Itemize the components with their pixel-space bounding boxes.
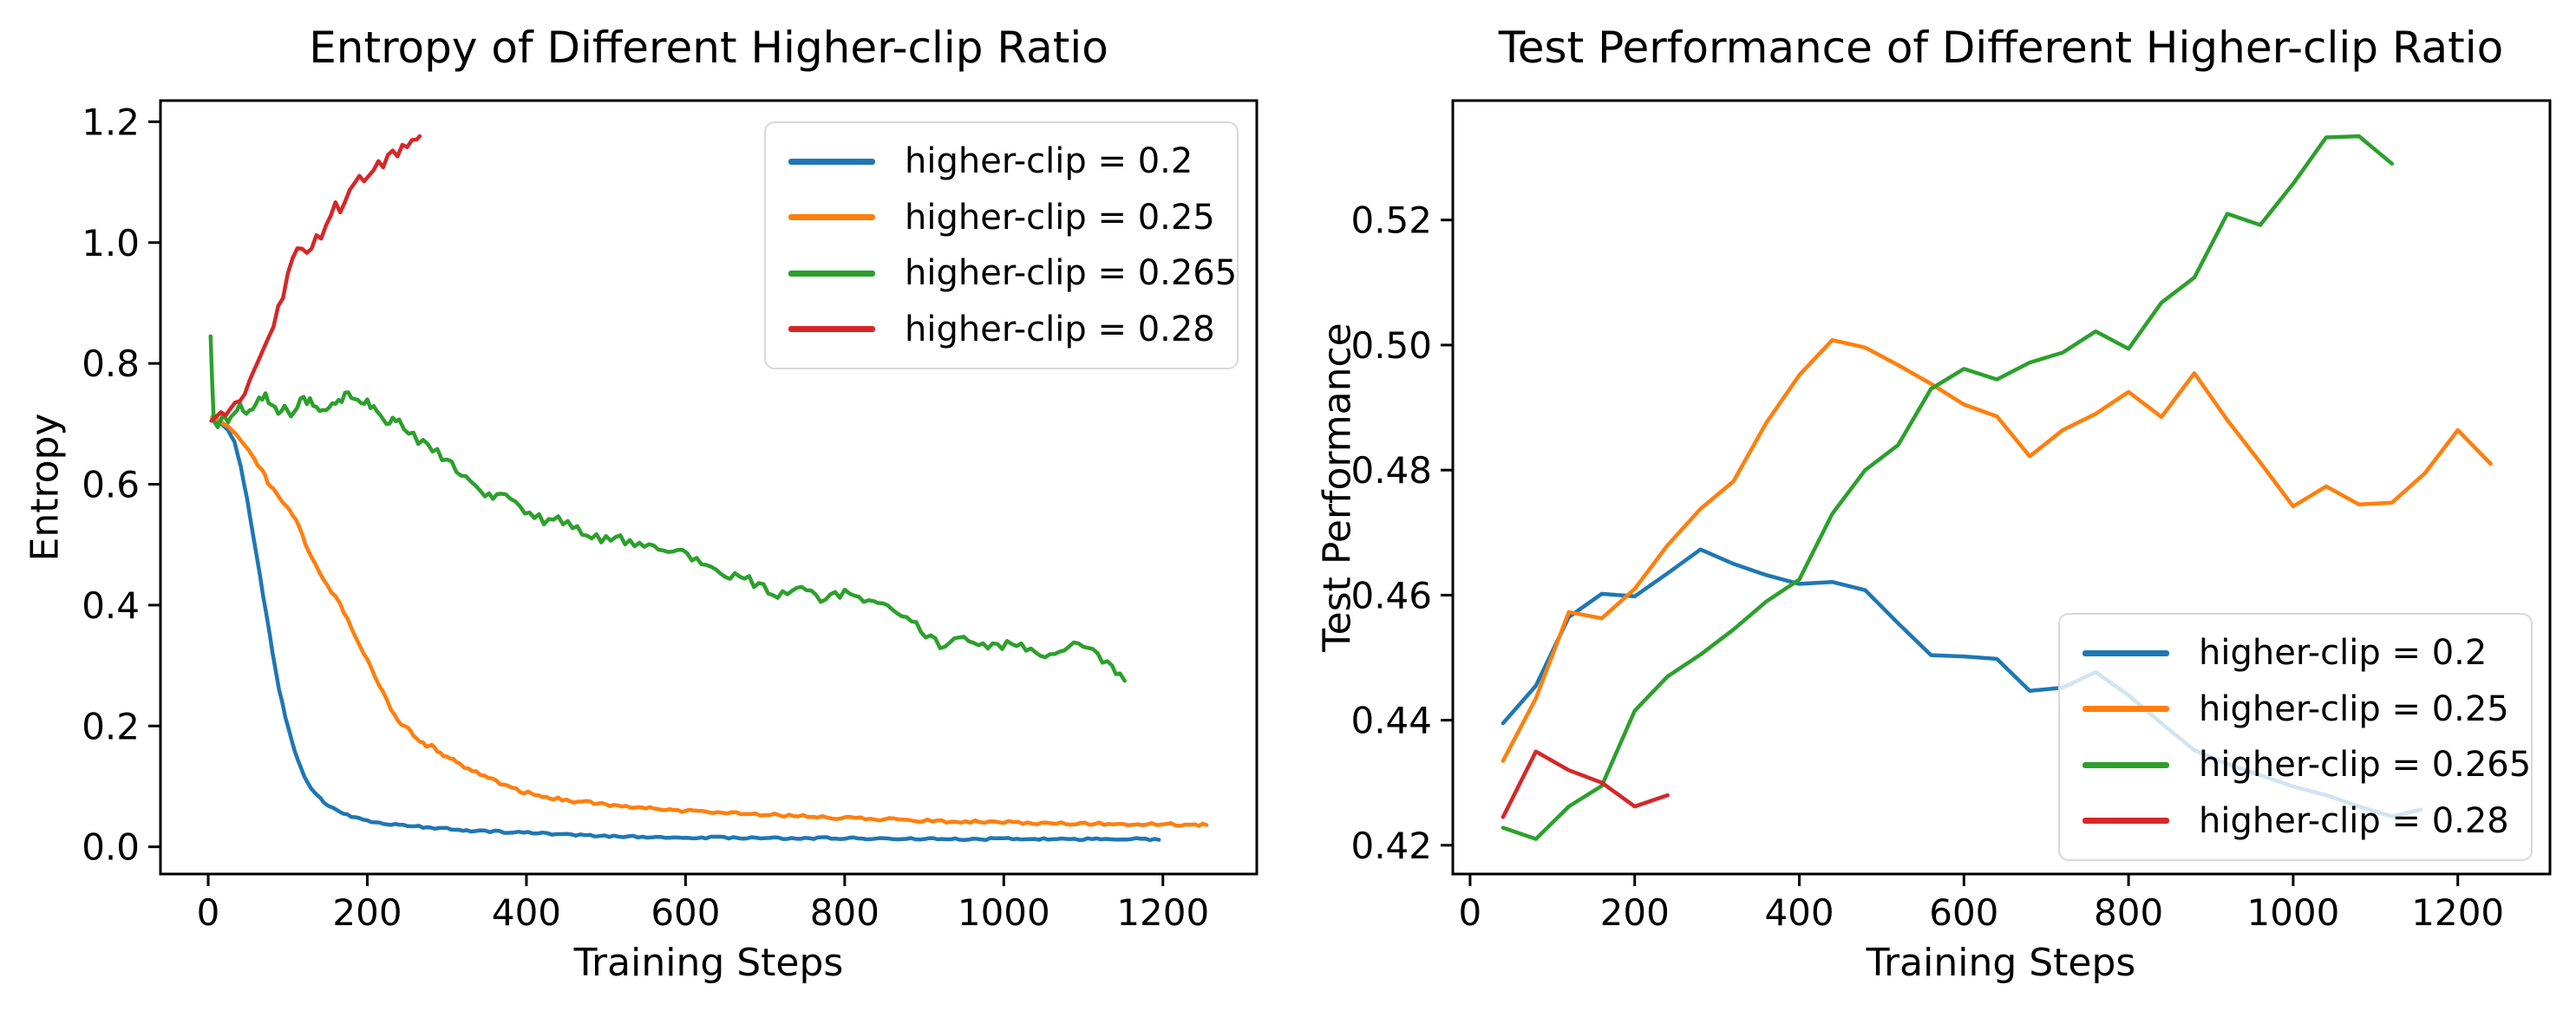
test-performance-x-tick-label: 800 xyxy=(2094,891,2163,934)
test-performance-x-tick-label: 0 xyxy=(1459,891,1482,934)
test-performance-y-tick-label: 0.46 xyxy=(1350,574,1432,616)
test-performance-x-tick-label: 400 xyxy=(1764,891,1834,934)
legend-line-sample-icon xyxy=(2082,649,2169,656)
legend-line-sample-icon xyxy=(788,214,875,221)
entropy-y-ticks: 0.0 0.2 0.4 0.6 0.8 1.0 1.2 xyxy=(82,101,160,869)
test-performance-legend-item: higher-clip = 0.25 xyxy=(2060,682,2531,738)
entropy-legend-item: higher-clip = 0.2 xyxy=(766,134,1237,190)
entropy-line-higher-clip-0.25 xyxy=(210,414,1209,828)
entropy-legend-label: higher-clip = 0.25 xyxy=(905,197,1215,238)
entropy-line-higher-clip-0.2 xyxy=(210,415,1161,843)
test-performance-y-tick-label: 0.50 xyxy=(1350,324,1432,367)
entropy-legend-label: higher-clip = 0.2 xyxy=(905,141,1193,182)
entropy-x-tick-label: 400 xyxy=(492,891,561,934)
test-performance-x-tick-label: 600 xyxy=(1929,891,1998,934)
entropy-legend-label: higher-clip = 0.28 xyxy=(905,309,1215,349)
test-performance-y-tick-label: 0.44 xyxy=(1350,700,1432,742)
test-performance-legend-label: higher-clip = 0.2 xyxy=(2199,633,2488,674)
entropy-y-tick-label: 0.2 xyxy=(82,705,140,747)
entropy-x-tick-label: 600 xyxy=(651,891,720,934)
test-performance-series-group xyxy=(1500,134,2493,841)
test-performance-legend: higher-clip = 0.2 higher-clip = 0.25 highe… xyxy=(2058,613,2533,861)
right-xaxis-label: Training Steps xyxy=(1866,941,2136,985)
test-performance-y-tick-label: 0.42 xyxy=(1350,825,1432,867)
test-performance-line-higher-clip-0.25 xyxy=(1500,337,2493,763)
legend-line-sample-icon xyxy=(788,270,875,277)
test-performance-legend-label: higher-clip = 0.265 xyxy=(2199,745,2532,786)
test-performance-y-tick-label: 0.48 xyxy=(1350,449,1432,492)
left-xaxis-label: Training Steps xyxy=(573,941,844,985)
entropy-x-ticks: 0 200 400 600 800 1000 1200 xyxy=(197,874,1209,934)
entropy-x-tick-label: 800 xyxy=(810,891,879,934)
right-yaxis-label: Test Performance xyxy=(1315,323,1360,652)
legend-line-sample-icon xyxy=(788,326,875,333)
test-performance-x-ticks: 0 200 400 600 800 1000 1200 xyxy=(1459,874,2504,934)
test-performance-x-tick-label: 1200 xyxy=(2411,891,2504,934)
test-performance-x-tick-label: 1000 xyxy=(2246,891,2339,934)
test-performance-y-tick-label: 0.52 xyxy=(1350,199,1432,242)
entropy-line-higher-clip-0.28 xyxy=(209,134,422,423)
legend-line-sample-icon xyxy=(788,158,875,165)
entropy-legend-item: higher-clip = 0.28 xyxy=(766,302,1237,358)
test-performance-y-ticks: 0.42 0.44 0.46 0.48 0.50 0.52 xyxy=(1350,199,1453,867)
entropy-line-higher-clip-0.265 xyxy=(208,334,1127,683)
entropy-y-tick-label: 1.0 xyxy=(82,222,140,264)
test-performance-line-higher-clip-0.28 xyxy=(1500,749,1670,819)
left-yaxis-label: Entropy xyxy=(23,413,68,562)
test-performance-legend-label: higher-clip = 0.28 xyxy=(2199,800,2509,841)
test-performance-legend-label: higher-clip = 0.25 xyxy=(2199,688,2509,729)
left-chart-title: Entropy of Different Higher-clip Ratio xyxy=(309,23,1108,73)
entropy-plot-area xyxy=(159,99,1259,876)
entropy-y-tick-label: 0.6 xyxy=(82,464,140,506)
entropy-y-tick-label: 1.2 xyxy=(82,101,140,143)
entropy-y-tick-label: 0.0 xyxy=(82,826,140,869)
entropy-legend-item: higher-clip = 0.25 xyxy=(766,190,1237,246)
entropy-x-tick-label: 1200 xyxy=(1116,891,1209,934)
test-performance-legend-item: higher-clip = 0.265 xyxy=(2060,737,2531,793)
legend-line-sample-icon xyxy=(2082,706,2169,713)
entropy-legend-label: higher-clip = 0.265 xyxy=(905,253,1238,294)
test-performance-x-tick-label: 200 xyxy=(1600,891,1670,934)
entropy-x-tick-label: 0 xyxy=(197,891,220,934)
entropy-series-group xyxy=(208,134,1209,843)
entropy-y-tick-label: 0.8 xyxy=(82,342,140,385)
legend-line-sample-icon xyxy=(2082,761,2169,768)
test-performance-line-higher-clip-0.265 xyxy=(1500,134,2395,841)
test-performance-plot-area xyxy=(1451,99,2552,876)
entropy-legend: higher-clip = 0.2 higher-clip = 0.25 highe… xyxy=(764,121,1239,369)
legend-line-sample-icon xyxy=(2082,818,2169,825)
entropy-legend-item: higher-clip = 0.265 xyxy=(766,245,1237,302)
test-performance-legend-item: higher-clip = 0.28 xyxy=(2060,793,2531,850)
entropy-x-tick-label: 1000 xyxy=(958,891,1050,934)
entropy-x-tick-label: 200 xyxy=(332,891,402,934)
right-chart-title: Test Performance of Different Higher-cli… xyxy=(1498,23,2504,73)
entropy-y-tick-label: 0.4 xyxy=(82,584,140,627)
test-performance-legend-item: higher-clip = 0.2 xyxy=(2060,625,2531,682)
